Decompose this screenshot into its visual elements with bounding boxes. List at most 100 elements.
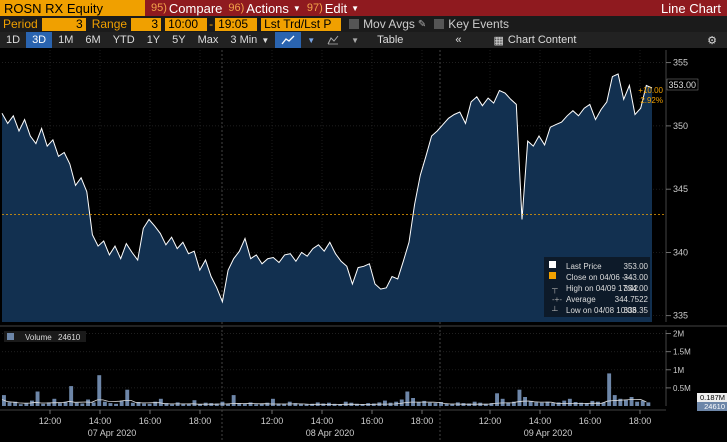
range-1m-button[interactable]: 1M xyxy=(58,34,74,46)
price-axis: 335 340 345 350 355 xyxy=(665,50,688,322)
volume-bar xyxy=(355,403,359,406)
volume-bar xyxy=(567,398,572,406)
time-axis-tick-label: 14:00 xyxy=(529,416,552,426)
date-axis-label: 09 Apr 2020 xyxy=(524,428,573,438)
price-axis-tick-label: 355 xyxy=(673,58,688,68)
volume-bar xyxy=(646,402,651,406)
volume-bar xyxy=(534,402,539,406)
ticker-field[interactable]: ROSN RX Equity xyxy=(0,0,145,16)
chart-area[interactable]: 335 340 345 350 355 353.00 +10.00 2.92% Last… xyxy=(0,48,727,442)
volume-bar xyxy=(142,403,146,406)
key-events-checkbox[interactable] xyxy=(434,19,445,29)
volume-bar xyxy=(242,403,247,406)
volume-bar xyxy=(607,373,612,406)
volume-bar xyxy=(545,401,550,406)
volume-bar xyxy=(164,403,169,406)
legend-average-label: Average xyxy=(566,295,596,304)
last-price-swatch xyxy=(549,261,556,268)
volume-bar xyxy=(360,404,365,406)
actions-label: Actions xyxy=(246,0,289,16)
compare-number: 95) xyxy=(151,2,167,14)
volume-axis: 0.5M 1M 1.5M 2M xyxy=(665,330,691,406)
volume-bar xyxy=(276,403,281,406)
volume-bar xyxy=(91,402,96,406)
volume-bar xyxy=(13,401,18,406)
volume-legend-label: Volume xyxy=(25,333,52,342)
legend-low-value: 336.35 xyxy=(624,306,649,315)
volume-bar xyxy=(130,402,135,406)
volume-bar xyxy=(444,403,449,406)
chart-style-dropdown-icon[interactable]: ▼ xyxy=(307,35,316,45)
volume-bar xyxy=(46,402,51,406)
line-chart-icon[interactable] xyxy=(275,32,302,48)
low-marker-icon: ┴ xyxy=(551,305,558,315)
price-area xyxy=(1,73,653,322)
volume-bar xyxy=(483,403,488,406)
volume-bar xyxy=(271,398,275,406)
chart-content-button[interactable]: ▦ Chart Content xyxy=(488,32,583,48)
volume-bar xyxy=(192,400,197,406)
volume-bar xyxy=(186,403,191,406)
volume-last-tag: 24610 xyxy=(704,402,725,411)
actions-menu[interactable]: 96) Actions ▼ xyxy=(228,0,300,16)
volume-bar xyxy=(596,401,600,406)
high-marker-icon: ┬ xyxy=(551,284,558,294)
volume-bar xyxy=(511,401,516,406)
volume-bar xyxy=(198,404,202,406)
range-5y-button[interactable]: 5Y xyxy=(172,34,186,46)
average-marker-icon: -+- xyxy=(552,295,562,304)
volume-bar xyxy=(74,402,79,406)
volume-bar xyxy=(343,401,348,406)
time-axis: 12:00 14:00 16:00 18:00 12:00 14:00 16:00 18:00… xyxy=(0,409,666,438)
gear-icon[interactable]: ⚙ xyxy=(707,34,717,47)
compare-menu[interactable]: 95) Compare xyxy=(151,0,222,16)
edit-menu[interactable]: 97) Edit ▼ xyxy=(307,0,359,16)
range-1d-button[interactable]: 1D xyxy=(6,34,21,46)
price-axis-tick-label: 350 xyxy=(673,121,688,131)
collapse-icon[interactable]: « xyxy=(455,34,462,46)
mov-avgs-checkbox[interactable] xyxy=(349,19,360,29)
volume-bar xyxy=(539,402,544,406)
volume-bar xyxy=(226,403,230,406)
interval-select[interactable]: 3 Min ▼ xyxy=(224,32,275,48)
volume-legend: Volume 24610 xyxy=(4,331,86,342)
start-time-input[interactable]: 10:00 xyxy=(165,17,208,31)
volume-bar xyxy=(489,403,494,406)
table-button[interactable]: Table xyxy=(377,34,404,46)
end-time-input[interactable]: 19:05 xyxy=(215,17,258,31)
volume-bar xyxy=(321,403,326,406)
draw-tool-dropdown-icon[interactable]: ▼ xyxy=(351,35,360,45)
pencil-icon[interactable]: ✎ xyxy=(417,18,427,30)
compare-label: Compare xyxy=(168,0,223,16)
volume-ma-tag: 0.187M xyxy=(700,393,725,402)
range-max-button[interactable]: Max xyxy=(197,34,219,46)
volume-bar xyxy=(158,398,163,406)
chart-content-label: Chart Content xyxy=(507,34,577,46)
volume-bar xyxy=(635,401,640,406)
price-axis-tick-label: 335 xyxy=(673,311,688,321)
range-input[interactable]: 3 xyxy=(131,17,162,31)
settings-bar: Period 3 Range 3 10:00 - 19:05 Lst Trd/L… xyxy=(0,16,727,32)
change-tag-text: +10.00 xyxy=(638,86,663,95)
price-field-select[interactable]: Lst Trd/Lst P xyxy=(261,17,342,31)
volume-bar xyxy=(114,403,118,406)
volume-bar xyxy=(58,403,62,406)
chart-type-title: Line Chart xyxy=(661,0,721,16)
key-events-label: Key Events xyxy=(448,17,509,31)
last-price-tag-text: 353.00 xyxy=(668,80,696,90)
period-input[interactable]: 3 xyxy=(41,17,86,31)
range-ytd-button[interactable]: YTD xyxy=(112,34,135,46)
range-6m-button[interactable]: 6M xyxy=(85,34,101,46)
time-axis-tick-label: 16:00 xyxy=(139,416,162,426)
time-axis-tick-label: 16:00 xyxy=(579,416,602,426)
draw-tool-icon[interactable] xyxy=(321,32,345,48)
volume-axis-tick-label: 1M xyxy=(673,366,684,375)
volume-bar xyxy=(237,403,242,406)
volume-bar xyxy=(551,403,555,406)
actions-number: 96) xyxy=(228,2,245,14)
volume-axis-tick-label: 1.5M xyxy=(673,348,691,357)
range-1y-button[interactable]: 1Y xyxy=(146,34,161,46)
volume-bar xyxy=(41,403,46,406)
time-axis-tick-label: 12:00 xyxy=(39,416,62,426)
range-3d-button[interactable]: 3D xyxy=(26,32,53,48)
